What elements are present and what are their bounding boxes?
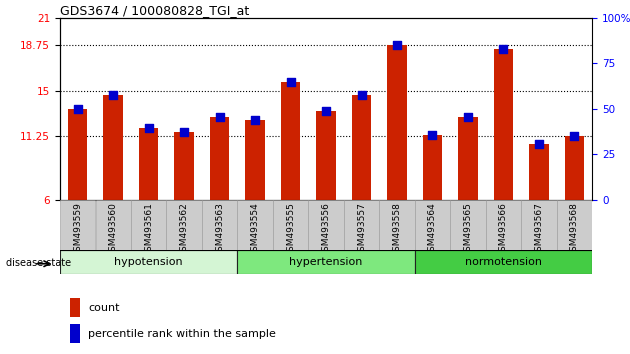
Bar [522, 200, 556, 250]
Text: GSM493559: GSM493559 [73, 202, 82, 257]
Point [285, 79, 295, 85]
Bar [344, 200, 379, 250]
Bar [316, 111, 336, 200]
Bar [103, 96, 123, 200]
Bar [415, 200, 450, 250]
Bar [352, 96, 371, 200]
Text: GSM493566: GSM493566 [499, 202, 508, 257]
Bar [238, 250, 415, 274]
Bar [60, 200, 95, 250]
Bar [564, 136, 584, 200]
Point [392, 42, 402, 48]
Bar [71, 298, 80, 317]
Bar [415, 250, 592, 274]
Bar [71, 324, 80, 343]
Text: percentile rank within the sample: percentile rank within the sample [88, 329, 276, 339]
Text: disease state: disease state [6, 258, 71, 268]
Bar [486, 200, 521, 250]
Point [250, 117, 260, 122]
Point [534, 141, 544, 147]
Text: GSM493557: GSM493557 [357, 202, 366, 257]
Text: GSM493562: GSM493562 [180, 202, 188, 257]
Text: GSM493558: GSM493558 [392, 202, 401, 257]
Point [179, 129, 189, 135]
Point [321, 108, 331, 114]
Text: GSM493561: GSM493561 [144, 202, 153, 257]
Bar [379, 200, 415, 250]
Point [357, 93, 367, 98]
Text: count: count [88, 303, 120, 313]
Bar [139, 128, 158, 200]
Bar [423, 135, 442, 200]
Bar [60, 250, 238, 274]
Bar [166, 200, 202, 250]
Text: GSM493555: GSM493555 [286, 202, 295, 257]
Bar [387, 45, 407, 200]
Bar [202, 200, 237, 250]
Bar [68, 109, 88, 200]
Point [570, 133, 580, 138]
Text: GSM493560: GSM493560 [108, 202, 118, 257]
Text: hypertension: hypertension [289, 257, 363, 267]
Bar [281, 82, 301, 200]
Bar [131, 200, 166, 250]
Point [144, 125, 154, 131]
Text: GDS3674 / 100080828_TGI_at: GDS3674 / 100080828_TGI_at [60, 4, 249, 17]
Point [498, 46, 508, 52]
Text: hypotension: hypotension [114, 257, 183, 267]
Bar [529, 144, 549, 200]
Text: GSM493554: GSM493554 [251, 202, 260, 257]
Bar [557, 200, 592, 250]
Bar [273, 200, 308, 250]
Text: GSM493556: GSM493556 [321, 202, 331, 257]
Point [427, 132, 437, 138]
Point [108, 93, 118, 98]
Bar [450, 200, 486, 250]
Text: GSM493567: GSM493567 [534, 202, 544, 257]
Text: GSM493563: GSM493563 [215, 202, 224, 257]
Bar [96, 200, 130, 250]
Bar [175, 132, 194, 200]
Bar [309, 200, 343, 250]
Bar [245, 120, 265, 200]
Bar [494, 49, 513, 200]
Point [463, 115, 473, 120]
Point [214, 115, 224, 120]
Bar [238, 200, 273, 250]
Text: GSM493564: GSM493564 [428, 202, 437, 257]
Bar [210, 118, 229, 200]
Text: GSM493565: GSM493565 [464, 202, 472, 257]
Point [72, 106, 83, 112]
Bar [458, 118, 478, 200]
Text: GSM493568: GSM493568 [570, 202, 579, 257]
Text: normotension: normotension [465, 257, 542, 267]
